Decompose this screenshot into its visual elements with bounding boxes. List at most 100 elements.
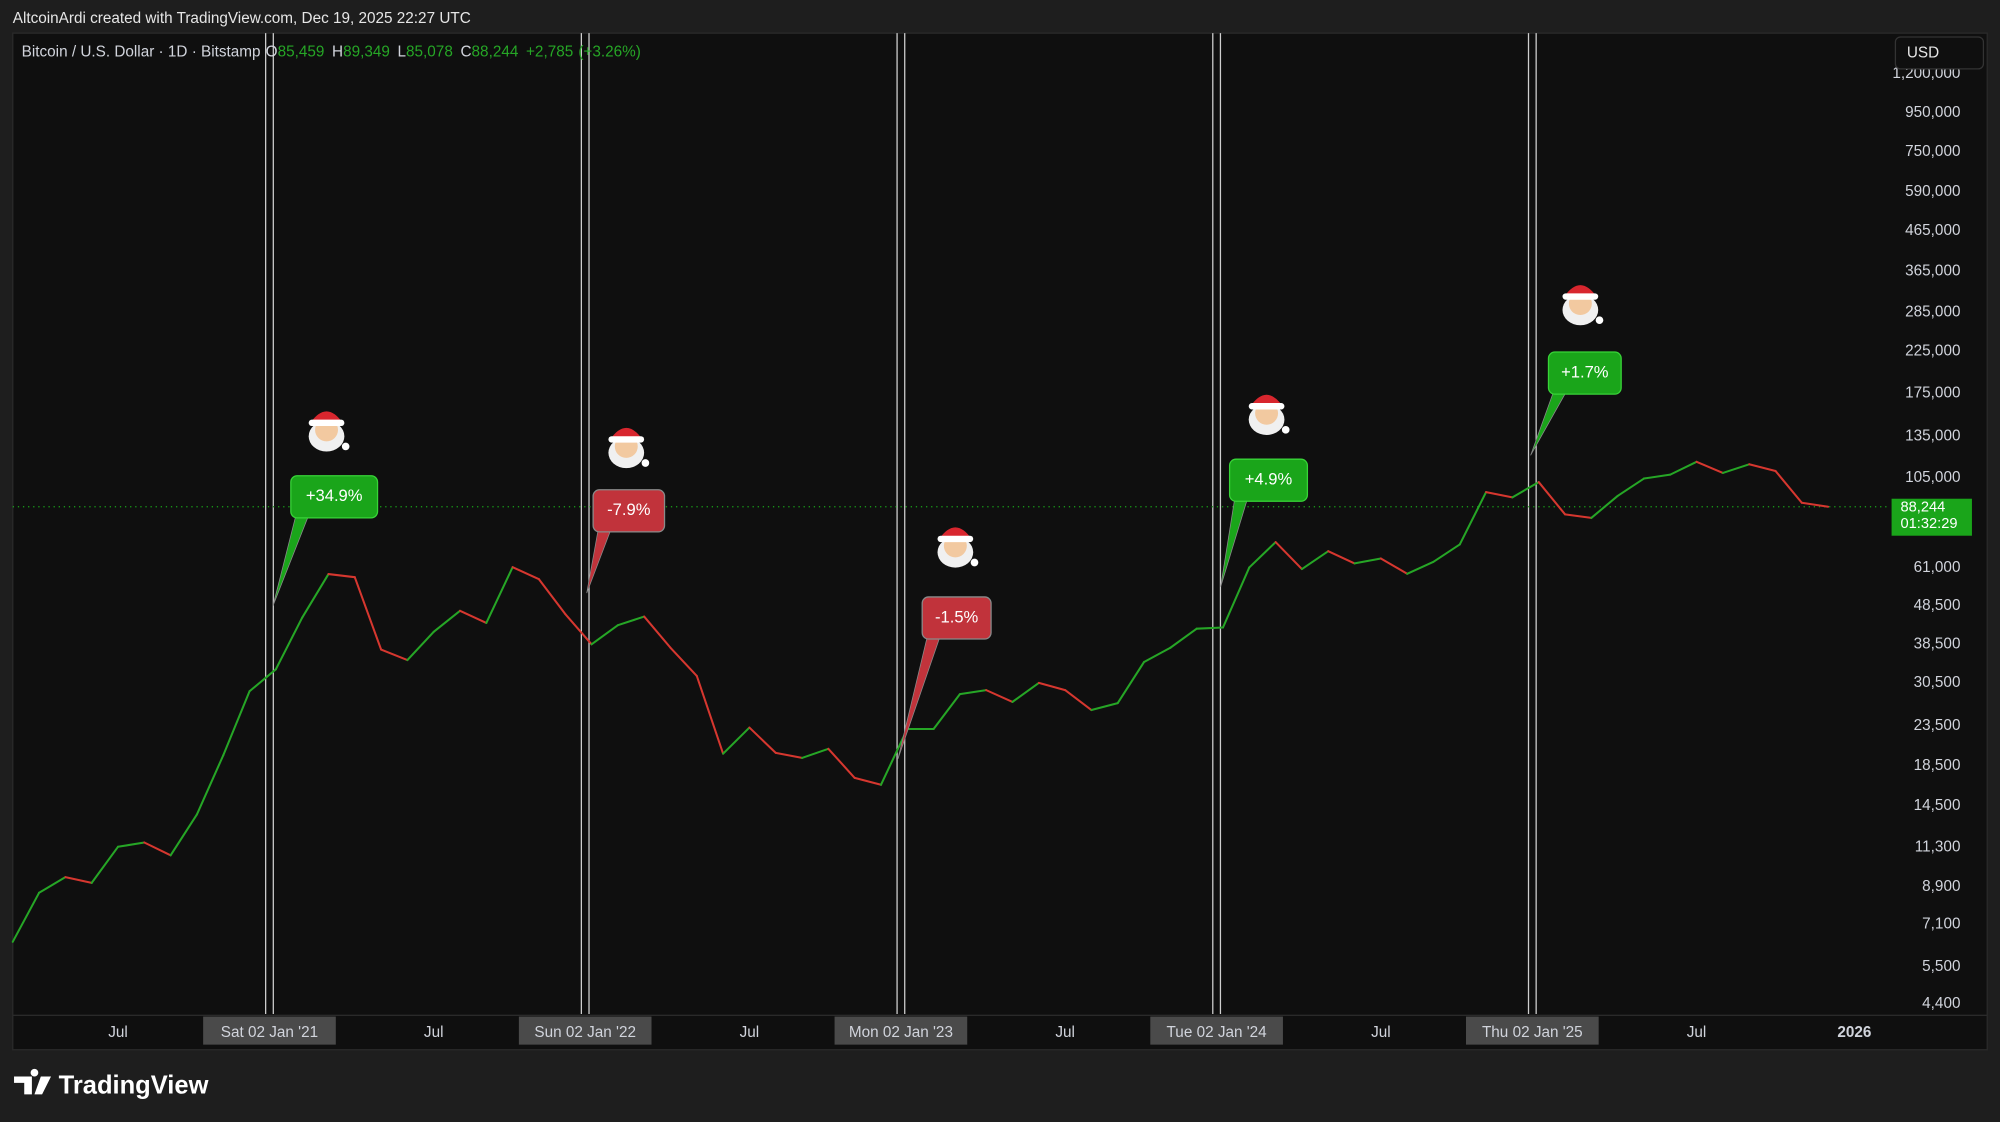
santa-icon — [937, 527, 979, 568]
price-segment — [1721, 463, 1751, 474]
y-tick-label: 950,000 — [1905, 104, 1960, 121]
santa-hat-brim — [937, 535, 974, 543]
price-segment — [695, 674, 725, 755]
callout-box — [921, 596, 992, 640]
santa-pompom — [1281, 426, 1290, 434]
price-segment — [1511, 481, 1540, 499]
price-segment — [1248, 541, 1277, 569]
price-segment — [669, 646, 698, 677]
santa-hat-brim — [308, 419, 345, 427]
price-segment — [406, 630, 435, 662]
header: AltcoinArdi created with TradingView.com… — [13, 10, 471, 27]
price-segment — [1037, 681, 1067, 692]
legend-value: 88,244 — [472, 43, 519, 60]
y-tick-label: 175,000 — [1905, 384, 1960, 401]
y-tick-label: 285,000 — [1905, 303, 1960, 320]
x-tick-label: Jul — [1687, 1024, 1707, 1041]
y-tick-label: 590,000 — [1905, 183, 1960, 200]
santa-hat-brim — [1562, 293, 1599, 300]
price-segment — [1485, 491, 1514, 499]
callout-label: +34.9% — [306, 486, 363, 505]
last-price-label: 88,244 — [1901, 500, 1946, 516]
x-tick-box — [518, 1016, 652, 1045]
legend: Bitcoin / U.S. Dollar · 1D · Bitstamp O85… — [22, 43, 641, 60]
price-segment — [458, 609, 488, 624]
y-tick-label: 48,500 — [1914, 597, 1961, 614]
callout-box — [1228, 458, 1309, 502]
price-segment — [1590, 494, 1619, 519]
y-tick-label: 30,500 — [1914, 674, 1961, 691]
price-segment — [1748, 463, 1777, 472]
logo-text: TradingView — [59, 1071, 209, 1099]
price-segment — [564, 613, 593, 646]
y-tick-label: 61,000 — [1914, 559, 1961, 576]
santa-pompom — [1595, 316, 1604, 324]
legend-key: O — [266, 43, 278, 60]
price-segment — [274, 616, 304, 671]
x-tick-box — [834, 1016, 968, 1045]
price-segment — [1116, 660, 1146, 705]
price-segment — [1327, 550, 1356, 565]
price-segment — [616, 615, 646, 627]
price-segment — [1432, 543, 1461, 563]
x-tick-box — [1466, 1016, 1599, 1045]
price-segment — [774, 751, 804, 759]
price-segment — [1274, 541, 1303, 571]
price-segment — [116, 841, 146, 848]
y-tick-label: 5,500 — [1922, 958, 1960, 975]
price-segment — [1563, 513, 1593, 519]
price-segment — [353, 576, 383, 651]
last-price-box — [1891, 498, 1972, 536]
y-tick-label: 7,100 — [1922, 916, 1960, 933]
y-tick-label: 135,000 — [1905, 427, 1960, 444]
y-tick-label: 11,300 — [1915, 839, 1961, 856]
legend-change-pct: (+3.26%) — [578, 43, 641, 60]
price-segment — [222, 690, 251, 757]
y-tick-label: 465,000 — [1905, 222, 1960, 239]
price-segment — [327, 573, 356, 579]
currency-button[interactable] — [1894, 36, 1985, 70]
price-segment — [537, 578, 567, 616]
price-segment — [195, 754, 225, 816]
y-tick-label: 4,400 — [1922, 995, 1960, 1012]
santa-hat-brim — [1248, 403, 1285, 410]
price-segment — [1458, 491, 1488, 546]
callout-label: -1.5% — [935, 607, 979, 626]
logo-mark — [14, 1068, 52, 1095]
price-segment — [643, 615, 672, 649]
price-segment — [1143, 646, 1172, 664]
callout-label: +1.7% — [1561, 362, 1609, 381]
price-segment — [1353, 557, 1382, 565]
santa-pompom — [641, 459, 650, 467]
x-tick-label: Jul — [108, 1024, 128, 1041]
price-segment — [38, 876, 67, 894]
price-segment — [958, 689, 988, 696]
price-segment — [90, 845, 120, 884]
x-tick-label: Jul — [424, 1024, 444, 1041]
santa-icon — [1562, 285, 1604, 326]
plot-area — [12, 32, 1988, 1051]
y-tick-label: 225,000 — [1905, 343, 1960, 360]
x-tick-label: Mon 02 Jan '23 — [849, 1024, 953, 1041]
price-segment — [853, 776, 882, 786]
santa-icon — [608, 427, 650, 469]
price-segment — [1774, 469, 1803, 504]
callout-box — [1547, 351, 1622, 395]
x-tick-label: Jul — [1055, 1024, 1075, 1041]
price-segment — [64, 876, 93, 884]
y-tick-label: 365,000 — [1905, 262, 1960, 279]
price-segment — [1669, 460, 1698, 476]
price-segment — [722, 726, 751, 755]
price-segment — [1379, 557, 1409, 575]
y-tick-label: 38,500 — [1914, 635, 1961, 652]
price-segment — [1537, 481, 1567, 516]
price-segment — [301, 573, 330, 619]
x-tick-label: Tue 02 Jan '24 — [1167, 1024, 1268, 1041]
x-tick-label: Jul — [1371, 1024, 1391, 1041]
santa-hat-brim — [608, 436, 645, 443]
price-segment — [143, 841, 172, 857]
price-segment — [1169, 627, 1198, 649]
price-segment — [748, 726, 777, 754]
